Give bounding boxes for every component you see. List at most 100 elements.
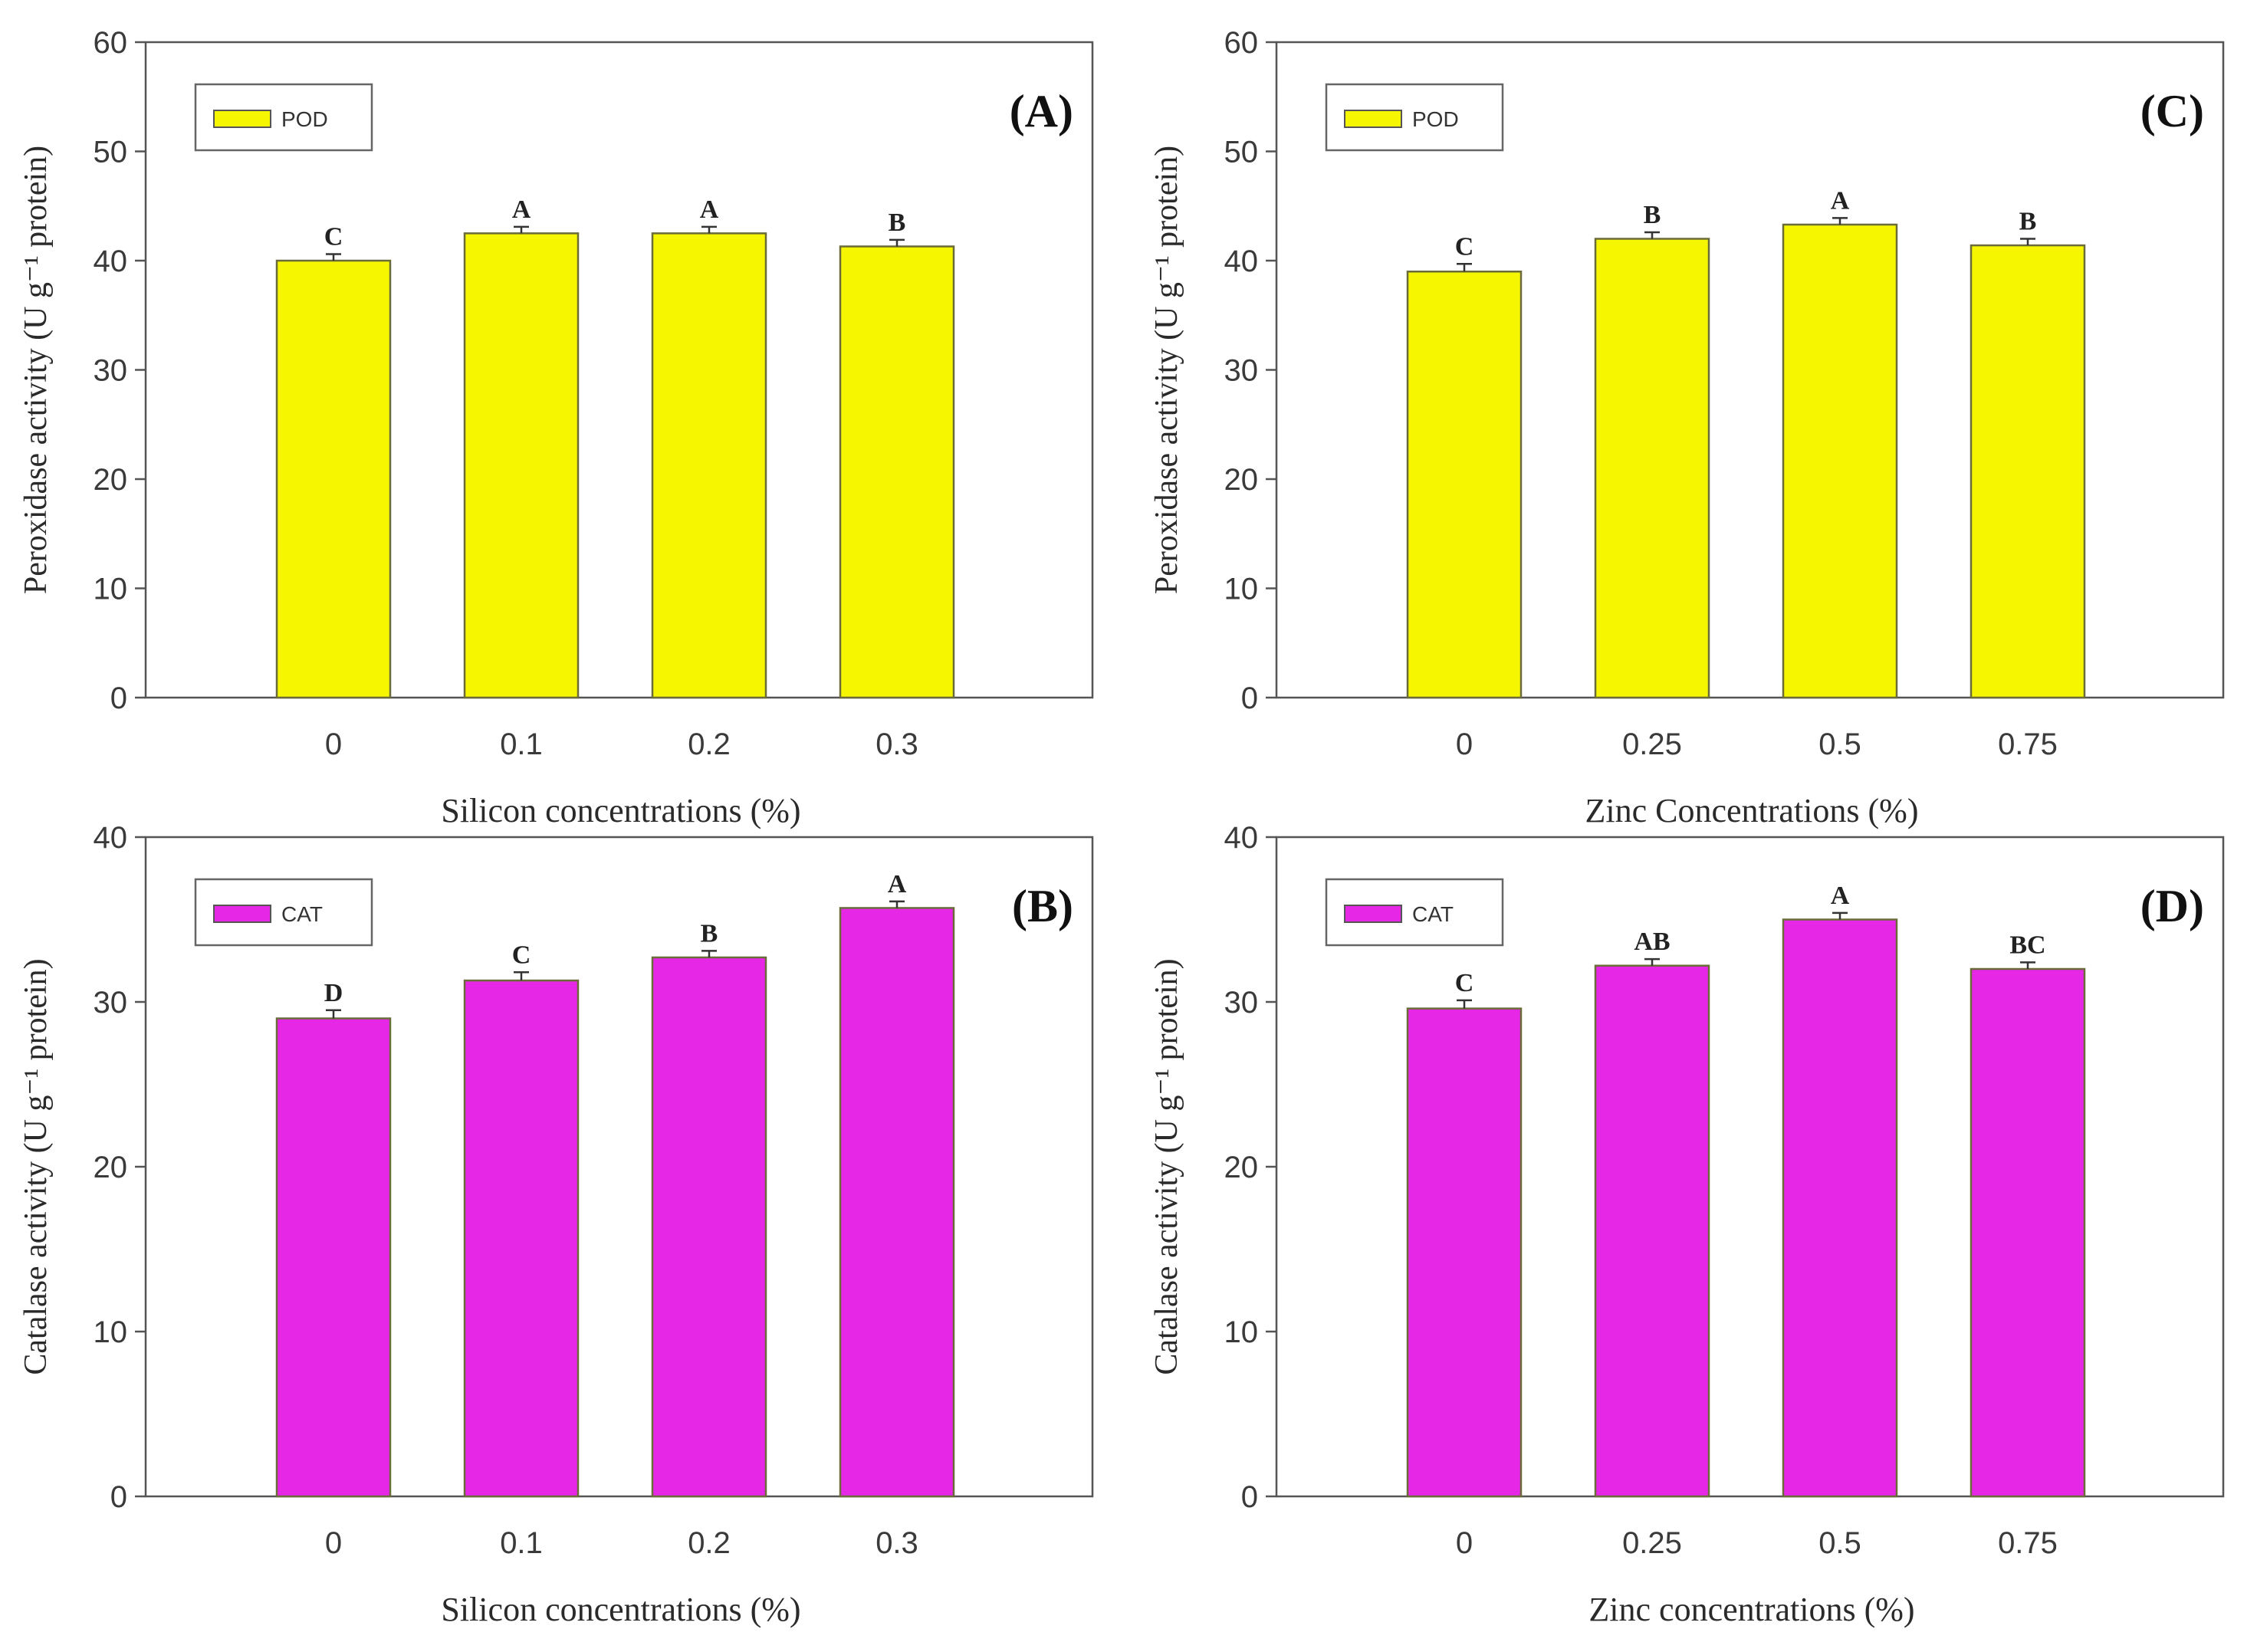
- legend: POD: [194, 83, 373, 152]
- panel-label: (D): [2140, 881, 2204, 931]
- panel-b: 0 10 20 30 40 Catalase activity (U g⁻¹ protei…: [18, 821, 1094, 1628]
- x-tick-label: 0.5: [1818, 1526, 1861, 1560]
- significance-label: C: [1455, 232, 1474, 261]
- significance-label: BC: [2009, 931, 2045, 959]
- x-tick-label: 0.1: [500, 1526, 543, 1560]
- significance-label: D: [324, 979, 343, 1007]
- y-tick-label: 20: [94, 463, 128, 497]
- panel-a: 0 10 20 30 40 50 60 Peroxidase activity (U g⁻¹ …: [18, 26, 1094, 829]
- x-axis-title: Silicon concentrations (%): [441, 1591, 800, 1628]
- y-axis-title: Catalase activity (U g⁻¹ protein): [18, 958, 54, 1374]
- x-tick-label: 0.75: [1998, 1526, 2058, 1560]
- legend: CAT: [194, 878, 373, 947]
- legend-label: CAT: [281, 902, 323, 926]
- y-tick-label: 40: [94, 245, 128, 278]
- y-tick-label: 0: [1241, 681, 1258, 715]
- bar-0.3: [839, 907, 955, 1498]
- x-tick-label: 0: [1456, 727, 1473, 761]
- y-tick-label: 0: [110, 681, 127, 715]
- legend-label: CAT: [1412, 902, 1454, 926]
- significance-label: A: [1831, 882, 1850, 910]
- x-tick-label: 0.5: [1818, 727, 1861, 761]
- y-tick-label: 20: [1224, 1151, 1259, 1184]
- significance-label: AB: [1634, 928, 1670, 956]
- bar-0: [1406, 1007, 1523, 1498]
- bar-0.25: [1594, 964, 1710, 1498]
- y-axis-title: Peroxidase activity (U g⁻¹ protein): [18, 146, 54, 594]
- significance-label: C: [324, 222, 343, 251]
- significance-label: C: [512, 941, 531, 969]
- legend-swatch: [1344, 110, 1402, 128]
- panel-c: 0 10 20 30 40 50 60 Peroxidase activity (U g⁻¹ …: [1149, 26, 2225, 829]
- y-axis-title: Peroxidase activity (U g⁻¹ protein): [1149, 146, 1184, 594]
- y-tick-label: 30: [94, 354, 128, 388]
- x-tick-label: 0.3: [876, 727, 918, 761]
- x-tick-label: 0.1: [500, 727, 543, 761]
- y-tick-label: 40: [1224, 821, 1259, 855]
- panel-label: (B): [1012, 881, 1073, 931]
- y-tick-label: 40: [1224, 245, 1259, 278]
- significance-label: A: [700, 195, 719, 224]
- significance-label: A: [1831, 186, 1850, 215]
- bar-0: [275, 259, 392, 699]
- bar-0.5: [1782, 918, 1898, 1498]
- y-tick-label: 0: [1241, 1480, 1258, 1514]
- x-tick-label: 0.25: [1622, 727, 1682, 761]
- y-tick-label: 30: [1224, 986, 1259, 1020]
- significance-label: C: [1455, 969, 1474, 997]
- significance-label: B: [2019, 208, 2037, 236]
- panel-d: 0 10 20 30 40 Catalase activity (U g⁻¹ protei…: [1149, 821, 2225, 1628]
- significance-label: B: [701, 919, 718, 948]
- x-tick-label: 0: [325, 1526, 342, 1560]
- y-tick-label: 30: [94, 986, 128, 1020]
- legend: CAT: [1325, 878, 1504, 947]
- y-tick-label: 0: [110, 1480, 127, 1514]
- bar-0: [275, 1017, 392, 1498]
- bar-0.5: [1782, 223, 1898, 699]
- legend-swatch: [213, 110, 271, 128]
- significance-label: B: [889, 209, 906, 237]
- x-tick-label: 0.25: [1622, 1526, 1682, 1560]
- bar-0.3: [839, 245, 955, 699]
- x-tick-label: 0: [1456, 1526, 1473, 1560]
- bar-0.2: [651, 956, 767, 1498]
- significance-label: B: [1644, 201, 1661, 229]
- legend-label: POD: [281, 107, 328, 131]
- bar-0.75: [1970, 244, 2086, 699]
- y-axis-title: Catalase activity (U g⁻¹ protein): [1149, 958, 1184, 1374]
- legend: POD: [1325, 83, 1504, 152]
- bar-0.25: [1594, 238, 1710, 699]
- y-tick-label: 10: [1224, 573, 1259, 606]
- y-tick-label: 30: [1224, 354, 1259, 388]
- y-tick-label: 50: [94, 136, 128, 169]
- panel-label: (C): [2140, 86, 2204, 136]
- legend-swatch: [213, 905, 271, 923]
- bar-0.1: [463, 979, 580, 1498]
- y-tick-label: 10: [1224, 1315, 1259, 1349]
- bar-0: [1406, 271, 1523, 699]
- x-tick-label: 0.2: [688, 1526, 731, 1560]
- legend-label: POD: [1412, 107, 1459, 131]
- y-tick-label: 20: [1224, 463, 1259, 497]
- bar-0.1: [463, 232, 580, 699]
- x-tick-label: 0: [325, 727, 342, 761]
- significance-label: A: [512, 195, 531, 224]
- bar-0.2: [651, 232, 767, 699]
- y-tick-label: 40: [94, 821, 128, 855]
- legend-swatch: [1344, 905, 1402, 923]
- y-tick-label: 10: [94, 1315, 128, 1349]
- x-tick-label: 0.3: [876, 1526, 918, 1560]
- y-tick-label: 50: [1224, 136, 1259, 169]
- y-tick-label: 60: [94, 26, 128, 60]
- bar-0.75: [1970, 967, 2086, 1498]
- x-tick-label: 0.75: [1998, 727, 2058, 761]
- y-tick-label: 60: [1224, 26, 1259, 60]
- significance-label: A: [888, 870, 907, 898]
- x-axis-title: Zinc Concentrations (%): [1585, 792, 1919, 829]
- y-tick-label: 20: [94, 1151, 128, 1184]
- x-axis-title: Silicon concentrations (%): [441, 792, 800, 829]
- x-tick-label: 0.2: [688, 727, 731, 761]
- x-axis-title: Zinc concentrations (%): [1588, 1591, 1914, 1628]
- y-tick-label: 10: [94, 573, 128, 606]
